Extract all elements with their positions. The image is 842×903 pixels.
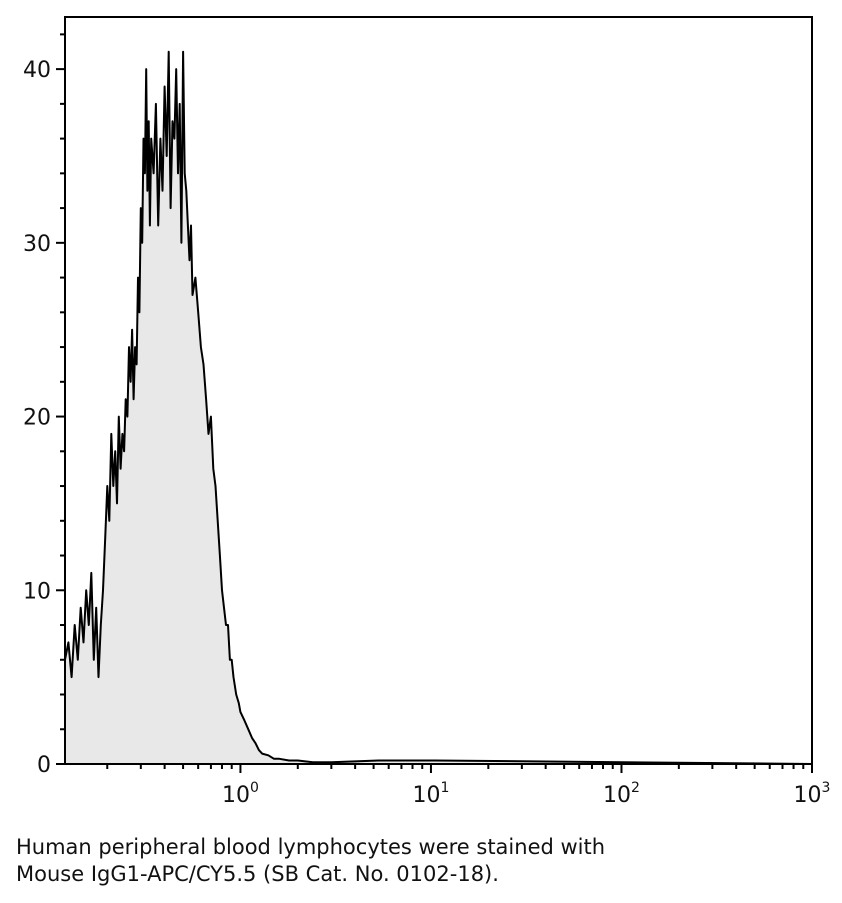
x-tick-exponent: 3 <box>822 780 831 796</box>
y-tick-label: 0 <box>37 753 51 778</box>
histogram-fill <box>65 51 812 764</box>
y-axis: 0 10 20 30 40 <box>23 33 65 778</box>
x-tick-label: 103 <box>794 780 831 808</box>
x-tick-base: 10 <box>603 783 631 808</box>
caption-line-2: Mouse IgG1-APC/CY5.5 (SB Cat. No. 0102-1… <box>16 862 499 886</box>
caption-line-1: Human peripheral blood lymphocytes were … <box>16 835 606 859</box>
x-tick-label: 100 <box>222 780 259 808</box>
x-tick-exponent: 0 <box>250 780 259 796</box>
x-tick-base: 10 <box>222 783 250 808</box>
x-axis: 100 101 102 103 <box>106 764 831 808</box>
y-tick-label: 10 <box>23 579 51 604</box>
x-tick-label: 102 <box>603 780 640 808</box>
plot-frame <box>64 16 813 765</box>
x-tick-exponent: 2 <box>631 780 640 796</box>
x-tick-base: 10 <box>794 783 822 808</box>
x-tick-exponent: 1 <box>440 780 449 796</box>
y-tick-label: 40 <box>23 58 51 83</box>
y-tick-label: 20 <box>23 406 51 431</box>
plot-area <box>64 50 813 765</box>
x-tick-base: 10 <box>412 783 440 808</box>
x-tick-label: 101 <box>412 780 449 808</box>
y-tick-label: 30 <box>23 232 51 257</box>
histogram-line <box>64 50 813 765</box>
figure-caption: Human peripheral blood lymphocytes were … <box>16 834 816 888</box>
